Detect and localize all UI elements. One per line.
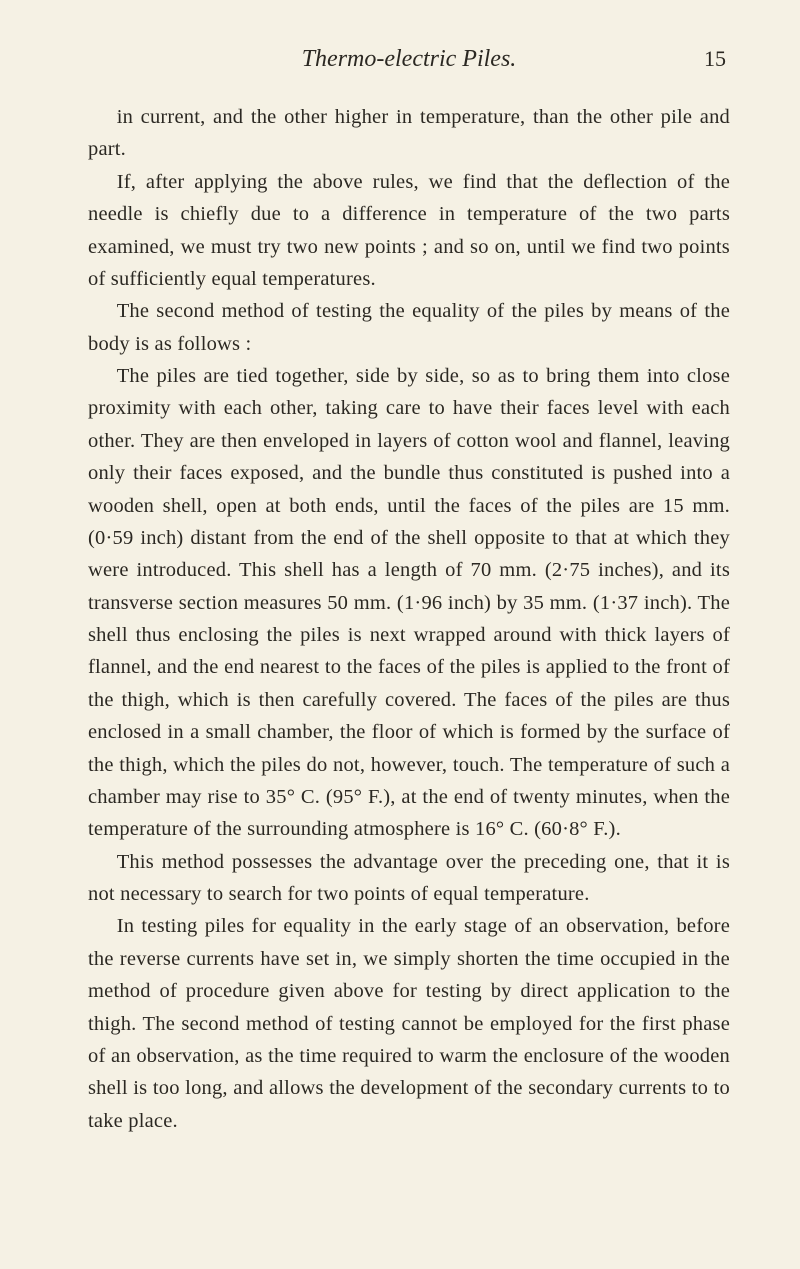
paragraph: The second method of testing the equalit… [88, 295, 730, 360]
paragraph: This method possesses the advantage over… [88, 846, 730, 911]
page-header: Thermo-electric Piles. 15 [88, 46, 730, 73]
paragraph: The piles are tied together, side by sid… [88, 360, 730, 846]
paragraph: In testing piles for equality in the ear… [88, 910, 730, 1137]
paragraph: in current, and the other higher in temp… [88, 101, 730, 166]
running-title: Thermo-electric Piles. [132, 46, 686, 73]
body-text: in current, and the other higher in temp… [88, 101, 730, 1137]
paragraph: If, after applying the above rules, we f… [88, 166, 730, 296]
page-number: 15 [686, 46, 726, 72]
